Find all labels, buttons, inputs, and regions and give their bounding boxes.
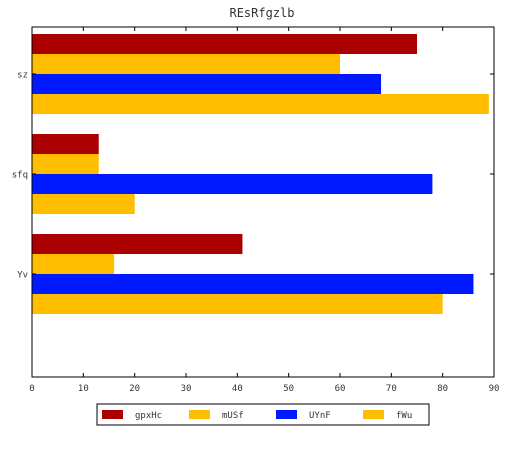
legend-frame <box>96 403 430 426</box>
y-tick-label: sz <box>17 71 28 81</box>
bar-mUSf-Yv <box>32 254 115 274</box>
y-tick-label: Yv <box>17 271 28 281</box>
x-axis: 0 10 20 30 40 50 60 70 80 90 <box>29 27 499 394</box>
bar-gpxHc-Yv <box>32 234 243 254</box>
x-tick-label: 30 <box>181 384 192 394</box>
x-tick-label: 60 <box>335 384 346 394</box>
x-tick-label: 20 <box>129 384 140 394</box>
bar-UYnF-sfq <box>32 174 433 194</box>
y-axis: sz sfq Yv <box>12 71 494 281</box>
legend-label-gpxHc: gpxHc <box>135 411 162 421</box>
bar-fWu-sz <box>32 94 489 114</box>
x-tick-label: 80 <box>437 384 448 394</box>
x-tick-label: 50 <box>283 384 294 394</box>
chart-title: REsRfgzlb <box>229 6 294 20</box>
bar-UYnF-Yv <box>32 274 474 294</box>
bar-gpxHc-sfq <box>32 134 99 154</box>
bar-gpxHc-sz <box>32 34 417 54</box>
plot-frame <box>31 26 495 378</box>
x-tick-label: 90 <box>489 384 500 394</box>
legend-label-mUSf: mUSf <box>222 411 244 421</box>
legend-swatch-gpxHc <box>102 410 123 419</box>
legend-label-UYnF: UYnF <box>309 411 331 421</box>
x-tick-label: 0 <box>29 384 34 394</box>
y-tick-label: sfq <box>12 171 28 181</box>
legend: gpxHc mUSf UYnF fWu <box>96 403 430 426</box>
legend-swatch-UYnF <box>276 410 297 419</box>
legend-label-fWu: fWu <box>396 411 412 421</box>
bar-group <box>32 34 489 314</box>
legend-swatch-mUSf <box>189 410 210 419</box>
bar-mUSf-sfq <box>32 154 99 174</box>
legend-swatch-fWu <box>363 410 384 419</box>
bar-mUSf-sz <box>32 54 340 74</box>
bar-UYnF-sz <box>32 74 382 94</box>
bar-fWu-Yv <box>32 294 443 314</box>
x-tick-label: 70 <box>386 384 397 394</box>
bar-fWu-sfq <box>32 194 135 214</box>
x-tick-label: 40 <box>232 384 243 394</box>
x-tick-label: 10 <box>78 384 89 394</box>
